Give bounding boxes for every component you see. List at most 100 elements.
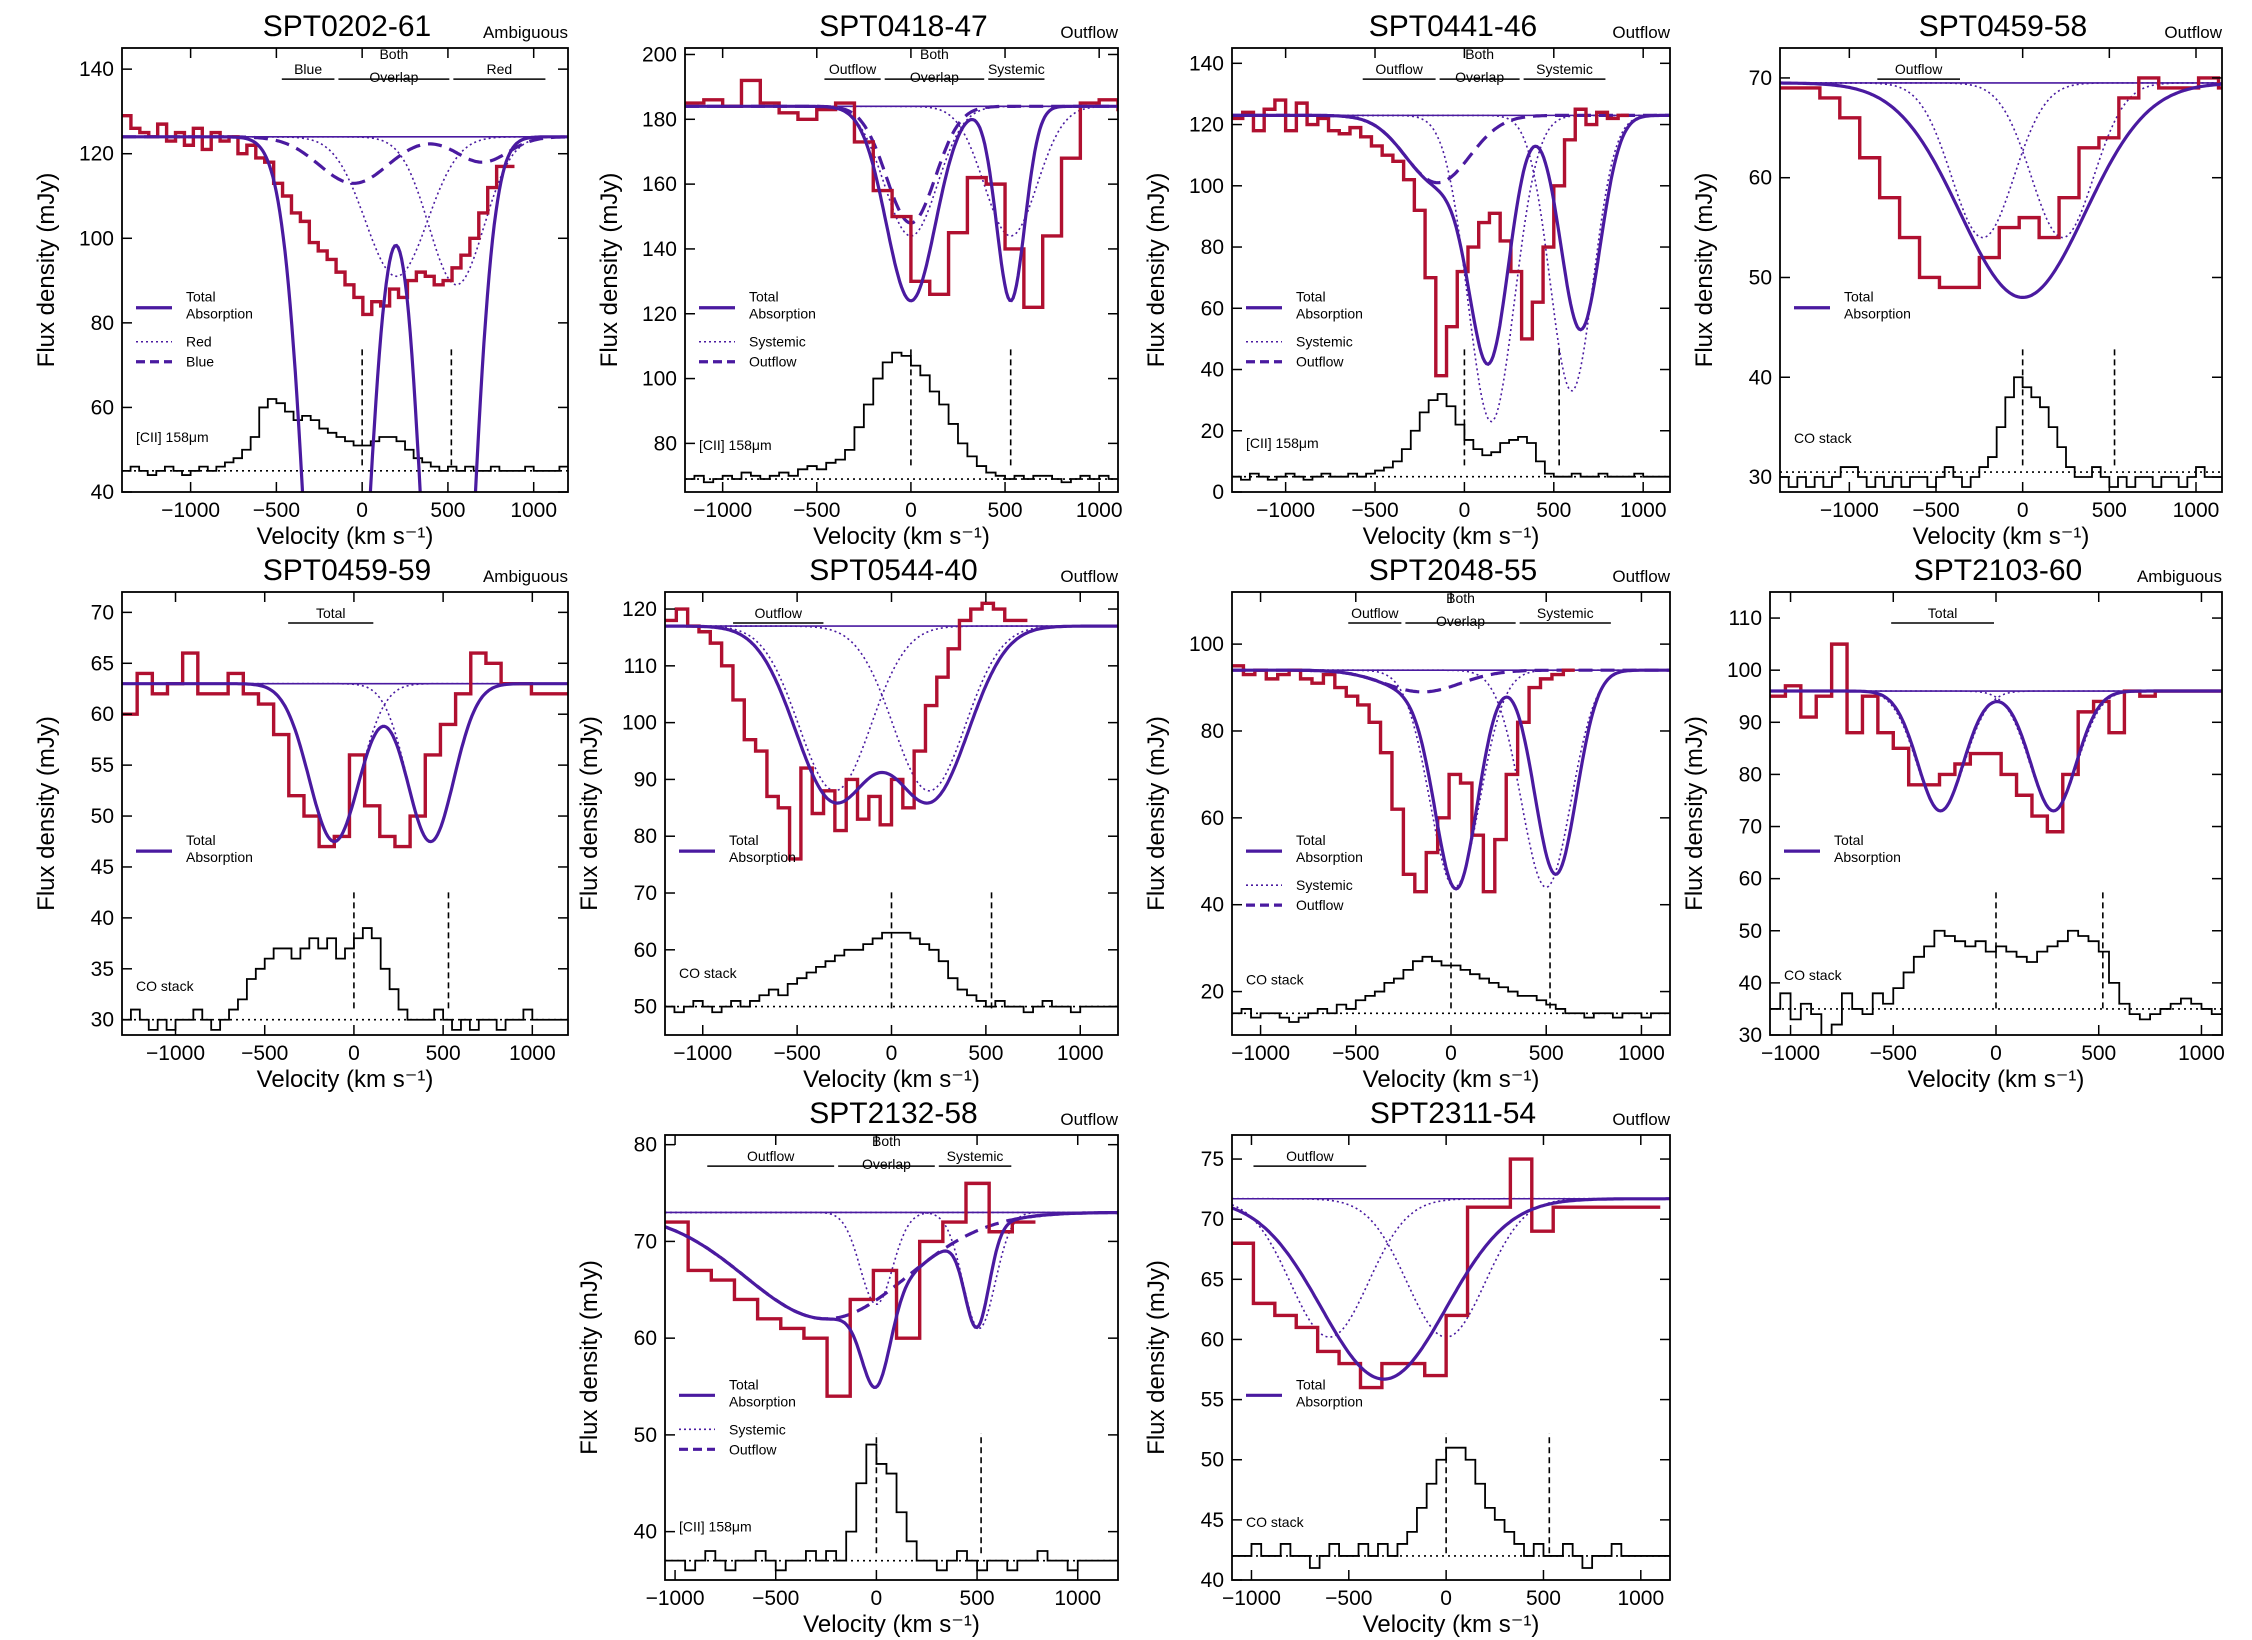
y-tick-label: 45 — [91, 856, 114, 879]
region-label: Outflow — [1895, 61, 1943, 77]
y-tick-label: 60 — [1201, 1328, 1224, 1351]
component-dotted — [1770, 690, 2222, 812]
x-tick-label: −500 — [773, 1042, 820, 1065]
legend-label: Total — [186, 832, 216, 848]
plot-area — [122, 651, 568, 1031]
region-label: Overlap — [1455, 69, 1504, 85]
y-tick-label: 70 — [634, 1230, 657, 1253]
y-axis-label: Flux density (mJy) — [1143, 716, 1170, 911]
legend-label: Total — [1844, 289, 1874, 305]
region-label: Systemic — [1537, 605, 1594, 621]
x-tick-label: −1000 — [1222, 1587, 1281, 1610]
y-tick-label: 35 — [91, 958, 114, 981]
x-tick-label: −1000 — [1820, 499, 1879, 522]
x-axis-label: Velocity (km s⁻¹) — [803, 1611, 980, 1638]
emission-label: CO stack — [136, 978, 195, 994]
panel-title: SPT2103-60 — [1914, 554, 2082, 587]
x-axis-label: Velocity (km s⁻¹) — [257, 1066, 434, 1093]
panel-title: SPT0418-47 — [819, 10, 987, 43]
x-tick-label: 500 — [426, 1042, 461, 1065]
panel-title: SPT0202-61 — [263, 10, 431, 43]
y-tick-label: 60 — [1201, 807, 1224, 830]
x-tick-label: 1000 — [1620, 499, 1667, 522]
plot-frame — [1779, 47, 2223, 493]
y-tick-label: 50 — [634, 996, 657, 1019]
y-tick-label: 50 — [91, 805, 114, 828]
y-tick-label: 100 — [1727, 659, 1762, 682]
region-label: Outflow — [1375, 61, 1423, 77]
y-tick-label: 40 — [1749, 366, 1772, 389]
y-tick-label: 90 — [634, 768, 657, 791]
x-tick-label: 500 — [2092, 499, 2127, 522]
x-tick-label: 500 — [968, 1042, 1003, 1065]
total-absorption-curve — [665, 624, 1118, 805]
y-tick-label: 50 — [1739, 920, 1762, 943]
legend-label: Total — [186, 289, 216, 305]
component-dashed — [1232, 668, 1670, 694]
emission-spectrum — [122, 927, 568, 1031]
legend-label: Outflow — [1296, 354, 1344, 370]
y-tick-label: 50 — [1201, 1449, 1224, 1472]
emission-spectrum — [122, 398, 568, 476]
total-absorption-curve — [685, 104, 1118, 303]
region-label: Systemic — [947, 1148, 1004, 1164]
component-dotted — [122, 136, 568, 278]
spectrum-panel: SPT2311-54 Outflow CO stack Outflow TotalAbs… — [1143, 1097, 1671, 1638]
y-tick-label: 180 — [642, 108, 677, 131]
x-tick-label: −1000 — [1256, 499, 1315, 522]
x-tick-label: 1000 — [2173, 499, 2220, 522]
legend-label: Outflow — [1296, 897, 1344, 913]
y-axis-label: Flux density (mJy) — [1681, 716, 1708, 911]
y-tick-label: 50 — [1749, 266, 1772, 289]
y-tick-label: 70 — [1739, 816, 1762, 839]
plot-area — [665, 1181, 1118, 1572]
x-tick-label: 1000 — [509, 1042, 556, 1065]
panel-title: SPT2048-55 — [1369, 554, 1537, 587]
component-dotted — [1232, 1197, 1670, 1338]
x-tick-label: −500 — [1870, 1042, 1917, 1065]
total-absorption-curve — [122, 682, 568, 844]
y-tick-label: 80 — [634, 825, 657, 848]
y-tick-label: 100 — [622, 712, 657, 735]
panel-title: SPT0544-40 — [809, 554, 977, 587]
component-dotted — [665, 625, 1118, 792]
y-tick-label: 40 — [634, 1521, 657, 1544]
y-tick-label: 40 — [91, 907, 114, 930]
y-tick-label: 80 — [634, 1134, 657, 1157]
x-tick-label: 0 — [886, 1042, 898, 1065]
panel-tag: Outflow — [1612, 567, 1670, 586]
region-label: Overlap — [910, 69, 959, 85]
y-tick-label: 60 — [634, 1327, 657, 1350]
legend-label: Red — [186, 334, 212, 350]
x-tick-label: 500 — [1536, 499, 1571, 522]
y-axis-label: Flux density (mJy) — [1143, 173, 1170, 368]
plot-frame — [121, 47, 569, 493]
component-dotted — [1770, 690, 2222, 812]
component-dotted — [665, 1211, 1118, 1330]
region-label: Both — [379, 46, 408, 62]
y-axis-label: Flux density (mJy) — [596, 173, 623, 368]
region-label: Outflow — [1286, 1148, 1334, 1164]
total-absorption-curve — [1232, 1197, 1670, 1381]
region-label: Blue — [294, 61, 322, 77]
legend-label: Total — [729, 832, 759, 848]
emission-spectrum — [685, 351, 1118, 484]
legend-label: Outflow — [749, 354, 797, 370]
x-tick-label: 500 — [960, 1587, 995, 1610]
region-label: Both — [1465, 46, 1494, 62]
x-tick-label: −1000 — [146, 1042, 205, 1065]
emission-label: CO stack — [1246, 971, 1305, 987]
region-label: Outflow — [829, 61, 877, 77]
component-dotted — [1780, 82, 2222, 239]
legend-label: Total — [729, 1376, 759, 1392]
spectrum-panel: SPT2132-58 Outflow [CII] 158μm Outflow Both O… — [576, 1097, 1119, 1638]
y-tick-label: 0 — [1212, 481, 1224, 504]
x-tick-label: 500 — [1529, 1042, 1564, 1065]
y-tick-label: 80 — [1201, 720, 1224, 743]
x-tick-label: −1000 — [673, 1042, 732, 1065]
y-tick-label: 20 — [1201, 420, 1224, 443]
panel-title: SPT2132-58 — [809, 1097, 977, 1130]
y-tick-label: 40 — [1201, 359, 1224, 382]
x-tick-label: 0 — [356, 499, 368, 522]
y-axis-label: Flux density (mJy) — [1143, 1260, 1170, 1455]
